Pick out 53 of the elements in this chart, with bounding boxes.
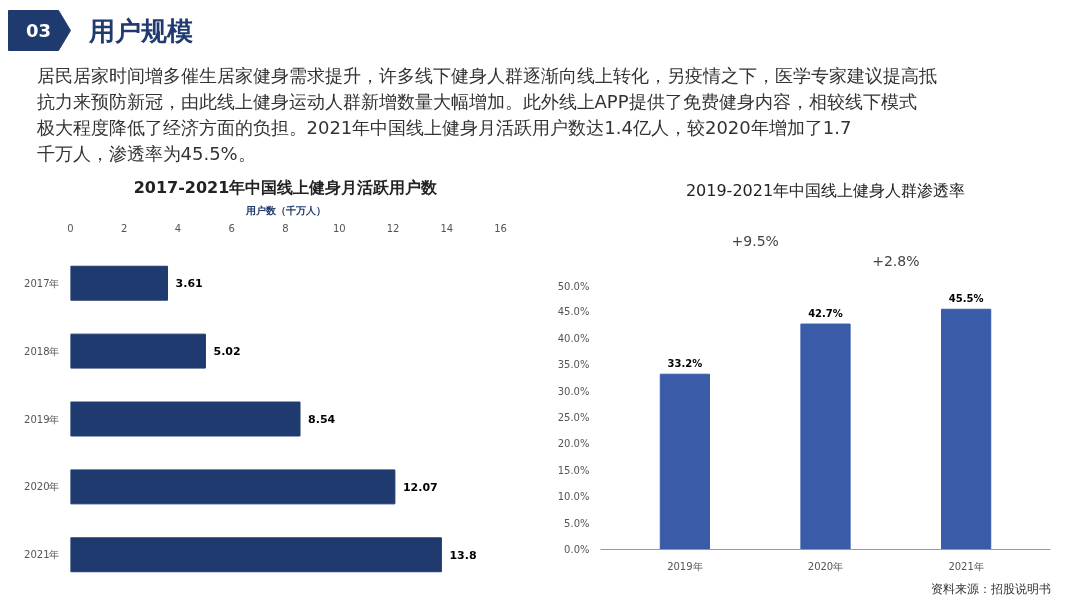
bar [70, 469, 396, 505]
x-tick-label: 4 [174, 222, 182, 234]
y-tick-label: 5.0% [564, 517, 590, 529]
y-tick-label: 0.0% [564, 544, 590, 555]
text: +9.5% [731, 232, 779, 249]
text: 居民居家时间增多催生居家健身需求提升，许多线下健身人群逐渐向线上转化，另疫情之下，医学专家建议提高抵抗力来预防新冠，由此线上健身运动人群新增数量大幅增加。此外线上APP提供了免费健身内容，相较线下模式极大程度降低了经济方面的负担。2021年中国线上健身月活跃用户数达1.4亿人，较2020年增加了1.7千万人，渗透率为45.5%。 [35, 65, 937, 164]
x-tick-label: 2021年 [948, 560, 984, 572]
y-tick-label: 40.0% [557, 332, 590, 344]
x-axis-title: 用户数（千万人） [244, 204, 326, 216]
data-label: 5.02 [213, 345, 241, 359]
bar [70, 333, 206, 369]
x-tick-label: 2020年 [807, 560, 844, 572]
y-tick-label: 2018年 [24, 345, 60, 357]
data-label: 13.8 [449, 548, 477, 562]
chart-title: 2019-2021年中国线上健身人群渗透率 [685, 181, 966, 200]
x-tick-label: 8 [282, 222, 289, 234]
y-tick-label: 35.0% [557, 359, 590, 371]
x-tick-label: 6 [228, 222, 235, 234]
y-tick-label: 2019年 [24, 413, 60, 425]
bar [659, 373, 710, 550]
text: +2.8% [872, 252, 920, 269]
x-tick-label: 16 [494, 222, 507, 234]
text: 资料来源：招股说明书 [930, 581, 1051, 596]
bar [70, 537, 442, 573]
x-tick-label: 10 [332, 222, 346, 234]
y-tick-label: 10.0% [557, 491, 590, 503]
y-tick-label: 45.0% [557, 306, 590, 318]
text: 03 [25, 20, 52, 41]
y-tick-label: 20.0% [557, 438, 590, 450]
x-tick-label: 2019年 [667, 560, 703, 572]
bar [800, 323, 851, 550]
bar [941, 308, 992, 550]
x-tick-label: 12 [386, 222, 400, 234]
y-tick-label: 25.0% [557, 412, 590, 423]
y-tick-label: 2017年 [24, 277, 60, 289]
data-label: 3.61 [175, 277, 203, 291]
data-label: 8.54 [308, 413, 336, 426]
chart-title: 2017-2021年中国线上健身月活跃用户数 [133, 177, 439, 197]
data-label: 45.5% [948, 292, 984, 304]
x-tick-label: 14 [440, 222, 454, 234]
bar [70, 401, 301, 437]
y-tick-label: 30.0% [557, 385, 590, 397]
bar [70, 265, 169, 301]
text: 用户规模 [87, 15, 193, 46]
y-tick-label: 2021年 [24, 549, 60, 561]
y-tick-label: 15.0% [557, 464, 590, 476]
data-label: 42.7% [808, 307, 843, 319]
x-tick-label: 0 [67, 222, 74, 234]
data-label: 12.07 [402, 480, 438, 494]
x-tick-label: 2 [121, 222, 128, 234]
y-tick-label: 50.0% [557, 280, 590, 292]
y-tick-label: 2020年 [24, 481, 60, 493]
data-label: 33.2% [667, 357, 703, 369]
